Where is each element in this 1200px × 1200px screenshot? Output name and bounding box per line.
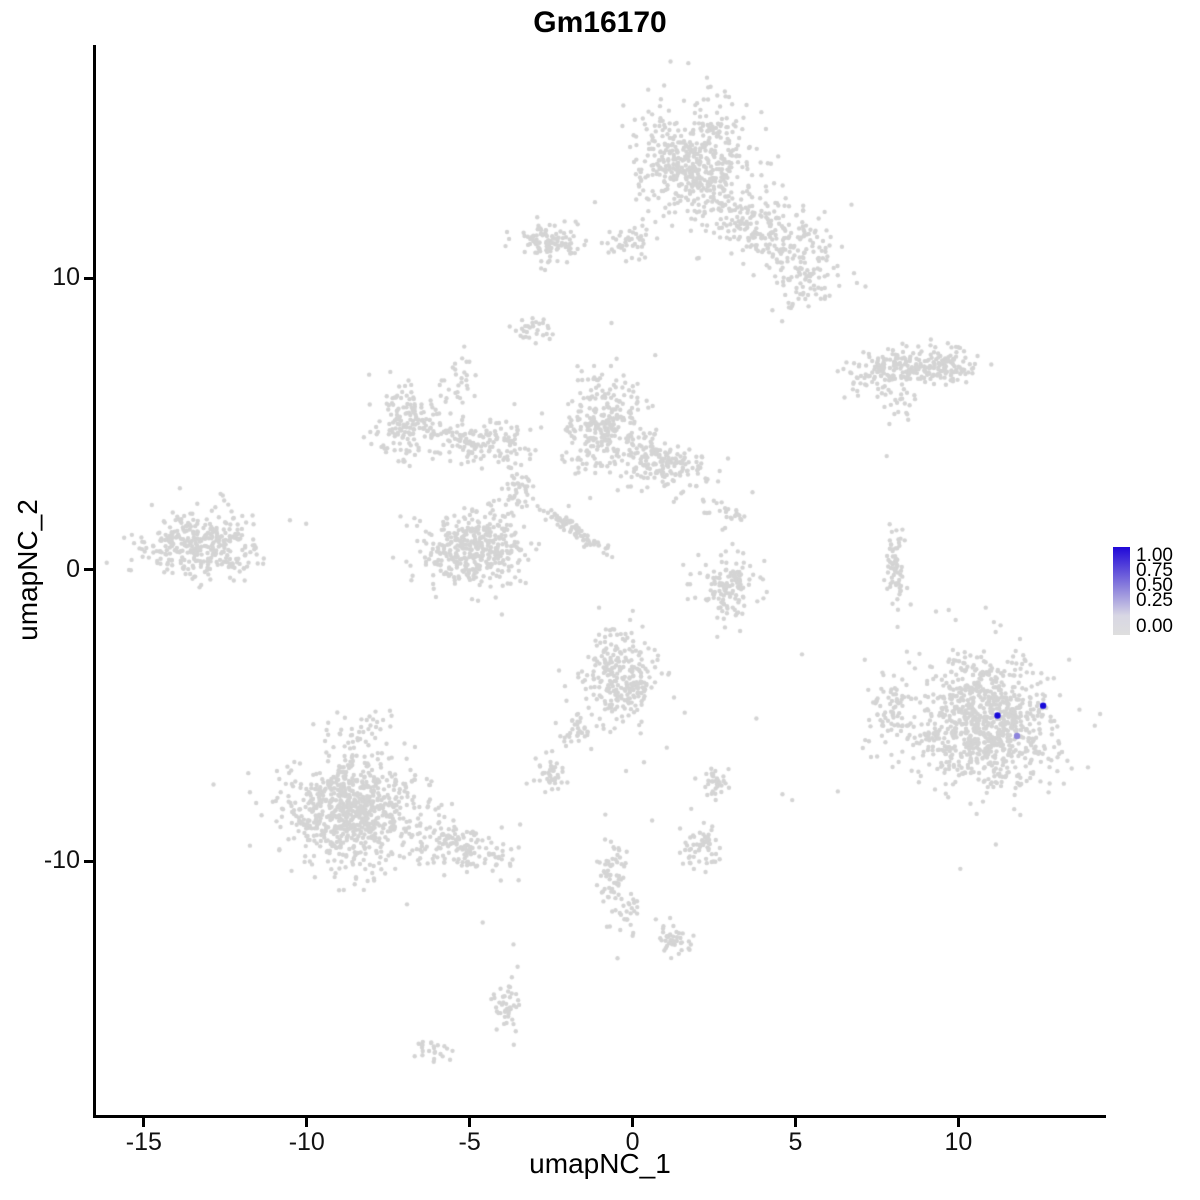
y-tick-label: -10 bbox=[43, 846, 80, 875]
legend-tick-label: 0.00 bbox=[1136, 616, 1173, 637]
x-tick-label: -15 bbox=[125, 1128, 162, 1156]
x-tick-label: 0 bbox=[625, 1128, 640, 1156]
x-tick-mark bbox=[956, 1118, 960, 1127]
x-tick-mark bbox=[631, 1118, 635, 1127]
x-tick-mark bbox=[793, 1118, 797, 1127]
x-tick-mark bbox=[142, 1118, 146, 1127]
y-tick-mark bbox=[84, 276, 93, 280]
legend-tick-label: 0.75 bbox=[1136, 560, 1173, 581]
expression-legend: 1.00 0.75 0.50 0.25 0.00 bbox=[1113, 546, 1200, 646]
y-tick-label: 10 bbox=[52, 263, 80, 292]
plot-title: Gm16170 bbox=[533, 6, 667, 39]
scatter-canvas bbox=[95, 45, 1105, 1115]
y-tick-label: 0 bbox=[66, 554, 80, 583]
y-tick-mark bbox=[84, 859, 93, 863]
x-tick-label: 10 bbox=[944, 1128, 973, 1156]
legend-tick-label: 0.50 bbox=[1136, 575, 1173, 596]
y-axis-line bbox=[93, 45, 96, 1118]
x-tick-mark bbox=[305, 1118, 309, 1127]
legend-tick-label: 1.00 bbox=[1136, 545, 1173, 566]
x-axis-line bbox=[93, 1115, 1106, 1118]
legend-tick-label: 0.25 bbox=[1136, 590, 1173, 611]
x-tick-label: -10 bbox=[288, 1128, 325, 1156]
legend-gradient-bar bbox=[1113, 547, 1130, 635]
x-tick-label: 5 bbox=[788, 1128, 803, 1156]
x-tick-label: -5 bbox=[458, 1128, 481, 1156]
x-axis-label: umapNC_1 bbox=[529, 1148, 671, 1179]
x-tick-mark bbox=[468, 1118, 472, 1127]
y-tick-mark bbox=[84, 568, 93, 572]
